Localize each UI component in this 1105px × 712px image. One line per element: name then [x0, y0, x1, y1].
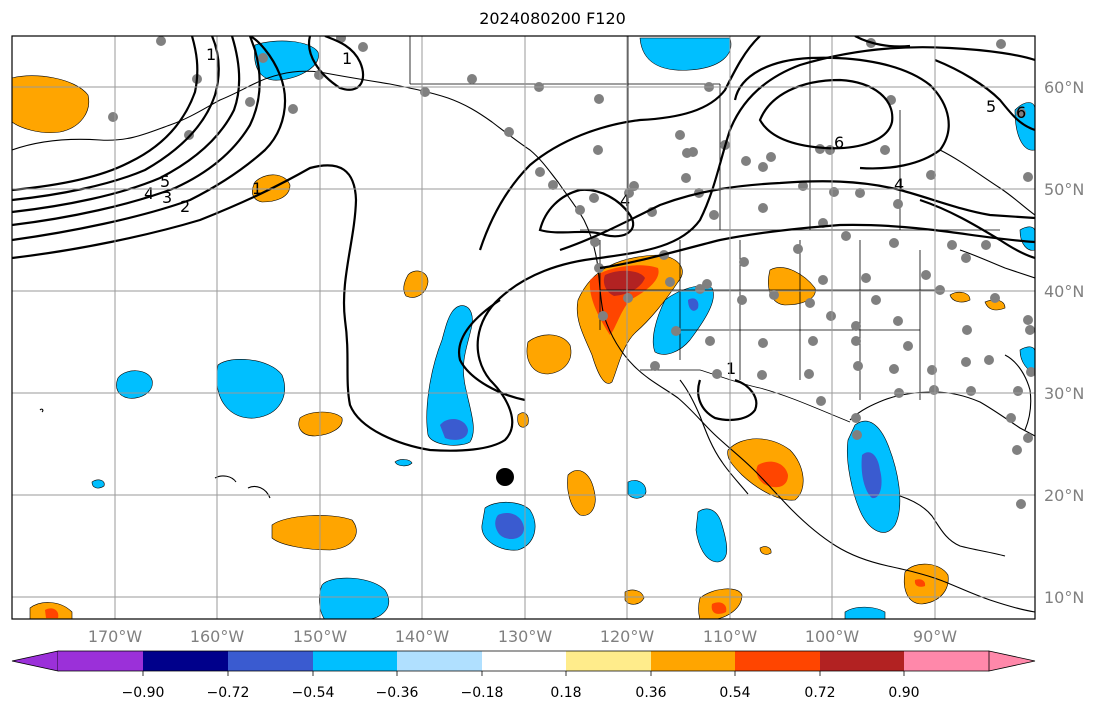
colorbar-tick-label: 0.72 — [804, 685, 835, 701]
colorbar-tick-label: −0.36 — [376, 685, 419, 701]
colorbar-segment — [482, 651, 566, 671]
colorbar-segment — [904, 651, 989, 671]
contour-label: 3 — [162, 188, 172, 207]
lat-label: 40°N — [1044, 282, 1084, 301]
contour-label: 1 — [206, 45, 216, 64]
longitude-labels: 170°W 160°W 150°W 140°W 130°W 120°W 110°… — [88, 627, 957, 646]
colorbar-tick-label: 0.36 — [635, 685, 666, 701]
graticule — [12, 36, 1035, 619]
lon-label: 160°W — [190, 627, 245, 646]
lat-label: 30°N — [1044, 384, 1084, 403]
colorbar-segment — [820, 651, 904, 671]
contour-label: 4 — [894, 175, 904, 194]
colorbar-segment — [651, 651, 735, 671]
lon-label: 90°W — [913, 627, 957, 646]
colorbar-segment — [143, 651, 228, 671]
colorbar-segment — [988, 650, 1036, 672]
lon-label: 150°W — [293, 627, 348, 646]
contour-label: 4 — [144, 184, 154, 203]
lon-label: 110°W — [703, 627, 758, 646]
contour-label: 5 — [160, 172, 170, 191]
contour-label: 1 — [726, 359, 736, 378]
contour-label: 6 — [1016, 103, 1026, 122]
map-frame — [11, 35, 1036, 620]
colorbar-tick-label: −0.90 — [122, 685, 165, 701]
contour-label: 5 — [986, 97, 996, 116]
colorbar-segment — [566, 651, 651, 671]
lon-label: 140°W — [395, 627, 450, 646]
colorbar-segment — [228, 651, 313, 671]
colorbar-tick-label: 0.18 — [550, 685, 581, 701]
colorbar-segment — [313, 651, 397, 671]
colorbar-tick-label: 0.90 — [888, 685, 919, 701]
colorbar-segment — [11, 650, 59, 672]
map-title: 2024080200 F120 — [479, 9, 626, 28]
lat-label: 60°N — [1044, 78, 1084, 97]
lat-label: 10°N — [1044, 588, 1084, 607]
contour-lines — [12, 36, 1035, 452]
colorbar: −0.90 −0.72 −0.54 −0.36 −0.18 0.18 0.36 … — [11, 650, 1036, 701]
lon-label: 130°W — [498, 627, 553, 646]
lat-label: 50°N — [1044, 180, 1084, 199]
colorbar-tick-label: 0.54 — [719, 685, 750, 701]
colorbar-segment — [735, 651, 820, 671]
colorbar-segment — [58, 651, 143, 671]
contour-label: 1 — [342, 49, 352, 68]
storm-center-marker — [496, 468, 514, 486]
lon-label: 100°W — [805, 627, 860, 646]
contour-label: 2 — [180, 197, 190, 216]
lon-label: 120°W — [600, 627, 655, 646]
contour-label: 4 — [620, 191, 630, 210]
latitude-labels: 60°N 50°N 40°N 30°N 20°N 10°N — [1044, 78, 1084, 607]
anomaly-shading — [12, 37, 1035, 619]
colorbar-tick-label: −0.54 — [292, 685, 335, 701]
lat-label: 20°N — [1044, 486, 1084, 505]
colorbar-segment — [397, 651, 482, 671]
colorbar-tick-label: −0.18 — [461, 685, 504, 701]
lon-label: 170°W — [88, 627, 143, 646]
contour-label: 6 — [834, 133, 844, 152]
colorbar-tick-label: −0.72 — [207, 685, 250, 701]
